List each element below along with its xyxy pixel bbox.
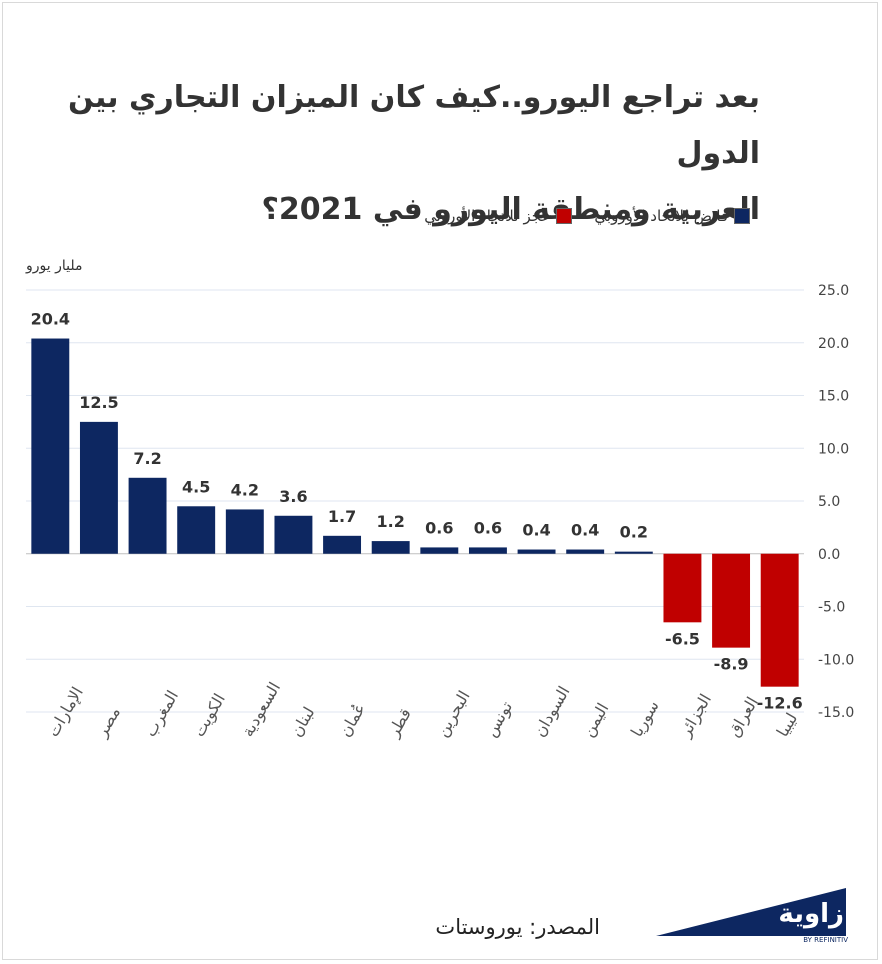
bar	[323, 535, 362, 554]
bar	[420, 547, 459, 554]
bar	[31, 338, 70, 554]
bar	[371, 541, 410, 554]
category-label: لبنان	[286, 704, 318, 740]
y-tick-label: 15.0	[818, 389, 849, 405]
bar	[566, 549, 605, 554]
bar	[517, 549, 556, 554]
zawya-logo: زاوية BY REFINITIV	[656, 888, 848, 944]
bar	[274, 515, 313, 554]
svg-text:BY REFINITIV: BY REFINITIV	[803, 936, 848, 944]
y-tick-label: -10.0	[818, 652, 854, 668]
y-tick-label: 20.0	[818, 336, 849, 352]
data-label: 20.4	[31, 310, 70, 329]
legend: فائض للاتحاد الأوروبي عجز للاتحاد الأورو…	[360, 204, 750, 228]
data-label: 0.4	[522, 521, 550, 540]
data-label: 12.5	[79, 393, 118, 412]
data-label: 3.6	[279, 487, 307, 506]
bar	[79, 421, 118, 554]
category-label: السعودية	[238, 679, 285, 741]
category-label: المغرب	[141, 687, 183, 740]
category-label: البحرين	[432, 687, 474, 740]
data-label: 0.2	[620, 523, 648, 542]
bar	[712, 553, 751, 648]
bar	[225, 509, 264, 554]
source-label: المصدر: يوروستات	[435, 915, 600, 939]
title-line-1: بعد تراجع اليورو..كيف كان الميزان التجار…	[68, 80, 760, 171]
data-label: 0.6	[425, 518, 453, 537]
data-label: -6.5	[665, 629, 700, 648]
category-label: قطر	[383, 705, 416, 742]
data-label: 4.5	[182, 477, 210, 496]
legend-item-surplus: فائض للاتحاد الأوروبي	[594, 207, 750, 225]
data-label: -12.6	[757, 694, 803, 713]
legend-swatch-surplus	[734, 208, 750, 224]
y-tick-label: -5.0	[818, 600, 845, 616]
category-label: الجزائر	[675, 690, 716, 741]
legend-label-deficit: عجز للاتحاد الأوروبي	[424, 207, 551, 225]
category-label: اليمن	[578, 700, 613, 741]
legend-item-deficit: عجز للاتحاد الأوروبي	[424, 207, 573, 225]
data-label: -8.9	[714, 655, 749, 674]
y-tick-label: -15.0	[818, 705, 854, 721]
bar	[177, 506, 216, 554]
bar	[468, 547, 507, 554]
category-label: الكويت	[189, 690, 230, 740]
unit-label: مليار يورو	[26, 258, 83, 274]
category-label: تونس	[481, 698, 517, 741]
category-label: ليبيا	[773, 710, 802, 740]
data-label: 1.7	[328, 507, 356, 526]
y-tick-label: 5.0	[818, 494, 840, 510]
bar	[663, 553, 702, 623]
data-label: 1.2	[377, 512, 405, 531]
bar	[760, 553, 799, 687]
data-label: 4.2	[231, 480, 259, 499]
category-label: عُمان	[335, 700, 369, 740]
category-label: مصر	[91, 703, 124, 741]
bar	[128, 477, 167, 554]
legend-label-surplus: فائض للاتحاد الأوروبي	[594, 207, 728, 225]
bar	[614, 551, 653, 554]
legend-swatch-deficit	[556, 208, 573, 224]
y-tick-label: 10.0	[818, 441, 849, 457]
svg-text:زاوية: زاوية	[778, 899, 844, 929]
data-label: 0.6	[474, 518, 502, 537]
data-label: 0.4	[571, 521, 599, 540]
y-tick-label: 25.0	[818, 283, 849, 299]
y-tick-label: 0.0	[818, 547, 840, 563]
data-label: 7.2	[133, 449, 161, 468]
category-label: سوريا	[627, 697, 664, 741]
